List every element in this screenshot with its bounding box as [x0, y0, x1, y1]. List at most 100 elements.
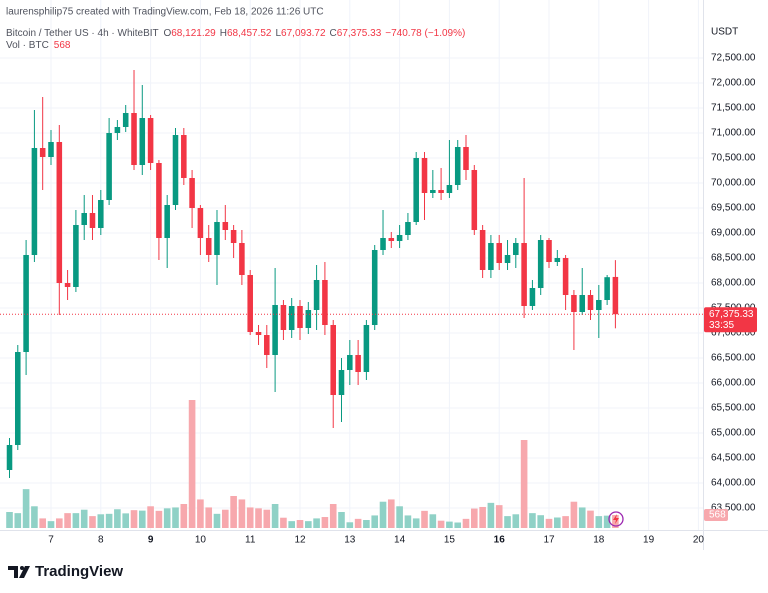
legend-value: 67,375.33 — [337, 28, 382, 39]
candle-body — [596, 300, 602, 310]
axes: 63,500.00 64,000.00 64,500.00 65,000.00 65,5… — [0, 53, 757, 546]
volume-bar — [197, 499, 204, 528]
volume-bar — [280, 517, 287, 528]
logo: TradingView — [8, 563, 123, 580]
volume-bar — [56, 518, 63, 528]
candle-body — [546, 240, 552, 262]
candle-body — [405, 222, 411, 235]
volume-bar — [64, 513, 71, 528]
alert-circle — [608, 511, 624, 527]
volume-bar — [471, 508, 478, 528]
candle-body — [612, 276, 619, 315]
volume-bar — [570, 501, 578, 528]
candle-body — [189, 178, 195, 208]
y-tick-label: 71,500.00 — [711, 103, 756, 114]
candle-body — [23, 255, 29, 352]
volume-bar — [288, 521, 295, 528]
volume-bar — [454, 522, 462, 528]
volume-bar — [263, 509, 271, 528]
candle-body — [338, 370, 345, 395]
volume-bar — [31, 506, 38, 528]
volume-bar — [578, 507, 586, 528]
candle-body — [164, 205, 170, 238]
candle-body — [297, 306, 303, 328]
candle-body — [513, 243, 519, 255]
volume-bar — [396, 506, 403, 528]
candle-body — [147, 118, 154, 163]
x-tick-label: 9 — [148, 535, 154, 546]
credit: laurensphilip75 created with TradingView… — [6, 7, 324, 18]
alert-icon — [608, 511, 624, 527]
axis-currency: USDT — [711, 27, 738, 38]
volume-bar — [321, 517, 329, 528]
volume-bar — [130, 510, 138, 528]
volume-bar — [479, 506, 486, 528]
volume-bar — [246, 507, 254, 528]
x-tick-label: 14 — [394, 535, 406, 546]
volume-bar — [545, 518, 553, 528]
candle-body — [131, 113, 137, 165]
volume-bar — [313, 518, 320, 528]
y-tick-label: 72,500.00 — [711, 53, 756, 64]
volume-bar — [404, 515, 412, 528]
volume-bar — [230, 496, 237, 528]
candle-body — [247, 275, 253, 332]
volume-bar — [114, 509, 121, 528]
volume-bar — [105, 513, 113, 528]
candle-body — [305, 310, 312, 328]
candle-body — [98, 200, 104, 228]
y-tick-label: 70,500.00 — [711, 153, 756, 164]
symbol: Bitcoin / Tether US · 4h · WhiteBIT — [6, 28, 159, 39]
candle-body — [313, 280, 320, 310]
volume-bar — [446, 521, 453, 528]
candle-body — [156, 163, 162, 238]
volume-bar — [363, 520, 370, 528]
candle-body — [529, 288, 536, 306]
volume-last: 568 — [54, 40, 71, 51]
candle-body — [579, 295, 586, 312]
volume-bar — [172, 507, 179, 528]
volume-bar — [14, 513, 22, 528]
candle-body — [471, 170, 478, 230]
volume-bar — [487, 502, 495, 528]
volume-bar — [97, 514, 105, 528]
candle-body — [222, 222, 229, 230]
volume-bar — [6, 512, 13, 528]
volume-bar — [379, 501, 387, 528]
y-tick-label: 64,000.00 — [711, 478, 756, 489]
candle-body — [388, 238, 395, 241]
candle-body — [479, 230, 486, 270]
x-tick-label: 17 — [543, 535, 555, 546]
candle-body — [197, 208, 204, 238]
volume-bar — [429, 514, 437, 528]
candle-body — [454, 147, 461, 185]
legend: Bitcoin / Tether US · 4h · WhiteBIT O68,1… — [6, 28, 465, 39]
legend-key: C — [330, 28, 337, 39]
candle-body — [496, 243, 502, 263]
candle-body — [172, 135, 179, 205]
y-tick-label: 64,500.00 — [711, 453, 756, 464]
y-tick-label: 65,500.00 — [711, 403, 756, 414]
x-tick-label: 10 — [195, 535, 207, 546]
candle-body — [347, 355, 353, 370]
price-tag — [704, 307, 757, 333]
x-tick-label: 18 — [593, 535, 605, 546]
legend-value: 67,093.72 — [281, 28, 326, 39]
y-tick-label: 66,000.00 — [711, 378, 756, 389]
candle-body — [264, 335, 270, 355]
volume-bar — [612, 515, 619, 528]
candle-body — [330, 325, 337, 395]
candle-body — [488, 243, 494, 270]
volume-bar — [147, 506, 154, 528]
volume-bar — [512, 514, 520, 528]
x-tick-label: 15 — [444, 535, 456, 546]
logo-mark — [8, 566, 18, 578]
volume-bar — [520, 440, 528, 528]
candle-body — [363, 325, 370, 372]
volume-bar — [155, 510, 163, 528]
candle-body — [413, 158, 419, 222]
volume-legend: Vol · BTC 568 — [6, 40, 71, 51]
volume-bar — [238, 499, 246, 528]
volume-bar — [221, 509, 229, 528]
